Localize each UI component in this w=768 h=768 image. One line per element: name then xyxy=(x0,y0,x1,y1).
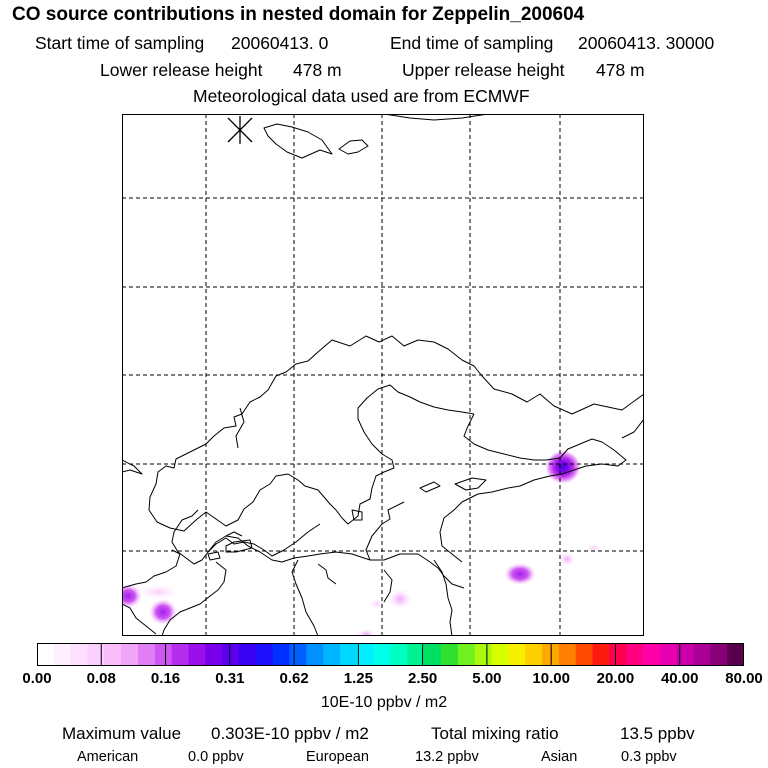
lower-release-label: Lower release height xyxy=(100,60,263,80)
colorbar-cell xyxy=(676,643,695,666)
graticule xyxy=(122,114,644,636)
colorbar-cell xyxy=(727,643,744,666)
upper-release-value: 478 m xyxy=(596,60,645,80)
colorbar xyxy=(37,643,744,666)
end-time-value: 20060413. 30000 xyxy=(578,33,715,53)
colorbar-tick-label: 0.00 xyxy=(22,670,52,687)
colorbar-cell xyxy=(340,643,358,666)
colorbar-tick-label: 20.00 xyxy=(596,670,635,687)
colorbar-cell xyxy=(441,643,459,666)
colorbar-cell xyxy=(171,643,190,666)
release-site-marker xyxy=(227,116,253,144)
colorbar-cell xyxy=(491,643,509,666)
colorbar-cell xyxy=(710,643,728,666)
colorbar-cell xyxy=(138,643,156,666)
colorbar-cell xyxy=(323,643,341,666)
map-panel xyxy=(122,114,644,636)
colorbar-cell xyxy=(592,643,610,666)
colorbar-cell xyxy=(37,643,55,666)
colorbar-cell xyxy=(239,643,257,666)
start-time-label: Start time of sampling xyxy=(35,33,205,53)
colorbar-cell xyxy=(306,643,324,666)
colorbar-cell xyxy=(70,643,89,666)
region-american-value: 0.0 ppbv xyxy=(188,749,244,765)
colorbar-cell xyxy=(457,643,476,666)
colorbar-cell xyxy=(525,643,543,666)
colorbar-tick-label: 1.25 xyxy=(343,670,373,687)
coastlines xyxy=(122,114,644,636)
colorbar-cell xyxy=(626,643,644,666)
colorbar-tick-label: 0.16 xyxy=(150,670,181,687)
colorbar-units: 10E-10 ppbv / m2 xyxy=(320,694,448,711)
upper-release-label: Upper release height xyxy=(402,60,565,80)
colorbar-cell xyxy=(373,643,392,666)
colorbar-cell xyxy=(609,643,627,666)
region-asian-value: 0.3 ppbv xyxy=(621,749,677,765)
meteo-source-line: Meteorological data used are from ECMWF xyxy=(193,86,530,106)
colorbar-cell xyxy=(53,643,72,666)
colorbar-cell xyxy=(272,643,291,666)
concentration-plumes xyxy=(122,450,602,636)
region-european-value: 13.2 ppbv xyxy=(415,749,479,765)
colorbar-tick-label: 40.00 xyxy=(660,670,699,687)
colorbar-cell xyxy=(356,643,375,666)
total-mixing-label: Total mixing ratio xyxy=(431,724,559,743)
colorbar-tick-label: 0.62 xyxy=(279,670,309,687)
colorbar-cell xyxy=(188,643,206,666)
plot-title: CO source contributions in nested domain… xyxy=(12,4,585,25)
colorbar-tick-label: 10.00 xyxy=(532,670,570,687)
colorbar-cell xyxy=(643,643,661,666)
max-value: 0.303E-10 ppbv / m2 xyxy=(211,724,369,743)
colorbar-cell xyxy=(558,643,577,666)
colorbar-cell xyxy=(575,643,594,666)
colorbar-cell xyxy=(205,643,223,666)
colorbar-cell xyxy=(104,643,122,666)
start-time-value: 20060413. 0 xyxy=(231,33,329,53)
colorbar-cell xyxy=(424,643,442,666)
colorbar-tick-label: 80.00 xyxy=(725,670,763,687)
map-frame xyxy=(122,114,644,636)
region-asian-name: Asian xyxy=(541,749,578,765)
colorbar-cell xyxy=(289,643,307,666)
colorbar-cell xyxy=(407,643,425,666)
colorbar-tick-label: 5.00 xyxy=(472,670,502,687)
colorbar-cell xyxy=(659,643,678,666)
total-mixing-value: 13.5 ppbv xyxy=(620,724,695,743)
colorbar-cell xyxy=(693,643,711,666)
colorbar-cell xyxy=(255,643,274,666)
colorbar-cell xyxy=(87,643,105,666)
colorbar-tick-label: 0.08 xyxy=(86,670,116,687)
lower-release-value: 478 m xyxy=(293,60,342,80)
max-value-label: Maximum value xyxy=(62,724,182,743)
colorbar-cell xyxy=(390,643,408,666)
colorbar-cell xyxy=(474,643,493,666)
colorbar-tick-label: 2.50 xyxy=(408,670,438,687)
region-european-name: European xyxy=(306,749,369,765)
region-american-name: American xyxy=(77,749,139,765)
colorbar-cell xyxy=(508,643,526,666)
colorbar-cell xyxy=(121,643,139,666)
colorbar-cell xyxy=(154,643,173,666)
end-time-label: End time of sampling xyxy=(390,33,554,53)
colorbar-cell xyxy=(222,643,240,666)
colorbar-tick-label: 0.31 xyxy=(215,670,245,687)
